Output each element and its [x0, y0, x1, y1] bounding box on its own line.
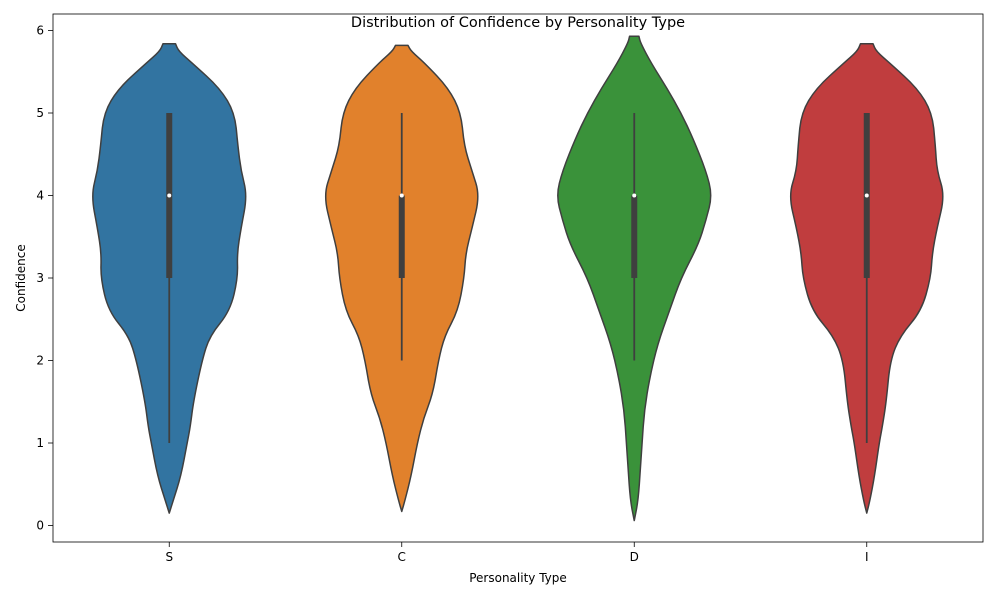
iqr-box-C: [398, 195, 405, 278]
y-tick-label: 5: [36, 106, 44, 120]
median-point-I: [864, 193, 869, 198]
y-tick-label: 6: [36, 24, 44, 38]
x-tick-label-I: I: [865, 550, 869, 564]
y-tick-label: 0: [36, 519, 44, 533]
x-axis-label: Personality Type: [469, 571, 567, 585]
violins-group: [92, 35, 944, 522]
x-tick-label-D: D: [630, 550, 639, 564]
median-point-D: [632, 193, 637, 198]
y-tick-label: 4: [36, 189, 44, 203]
plot-area: 0 1 2 3 4 5 6 S C D I: [36, 13, 984, 564]
chart-title: Distribution of Confidence by Personalit…: [351, 15, 685, 31]
median-point-C: [399, 193, 404, 198]
median-point-S: [167, 193, 172, 198]
iqr-box-D: [631, 195, 638, 278]
y-axis-label: Confidence: [14, 244, 28, 311]
y-tick-label: 2: [36, 354, 44, 368]
y-tick-label: 3: [36, 271, 44, 285]
x-tick-label-C: C: [398, 550, 406, 564]
y-tick-label: 1: [36, 436, 44, 450]
x-tick-label-S: S: [165, 550, 173, 564]
y-axis: 0 1 2 3 4 5 6: [36, 24, 53, 533]
